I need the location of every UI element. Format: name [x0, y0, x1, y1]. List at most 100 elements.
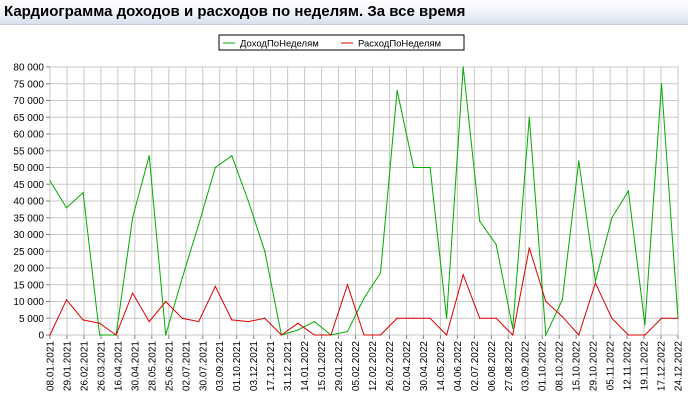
y-tick-label: 15 000 — [13, 280, 44, 291]
y-tick-label: 10 000 — [13, 297, 44, 308]
data-point-income — [313, 321, 316, 323]
x-tick-label: 31.12.2021 — [283, 341, 294, 391]
data-point-income — [611, 217, 613, 219]
x-tick-label: 26.03.2021 — [96, 341, 107, 391]
data-point-expense — [330, 334, 332, 336]
data-point-income — [346, 331, 349, 333]
data-point-income — [98, 334, 101, 336]
x-tick-label: 26.02.2021 — [79, 341, 90, 391]
axes: 0 5 000 10 000 15 000 20 000 25 000 30 000 35 0… — [13, 63, 684, 392]
x-tick-label: 02.07.2022 — [470, 341, 481, 391]
x-tick-label: 27.08.2022 — [504, 341, 515, 391]
x-tick-label: 05.11.2022 — [606, 341, 617, 391]
chart-title-bar: Кардиограмма доходов и расходов по недел… — [0, 0, 688, 25]
data-point-expense — [446, 334, 448, 336]
y-tick-label: 35 000 — [13, 213, 44, 224]
x-tick-label: 06.08.2022 — [487, 341, 498, 391]
x-tick-label: 04.06.2022 — [453, 341, 464, 391]
data-point-expense — [512, 334, 514, 336]
x-tick-label: 28.05.2021 — [147, 341, 158, 391]
data-point-expense — [429, 317, 431, 319]
data-point-income — [627, 190, 630, 192]
x-tick-label: 17.12.2021 — [266, 341, 277, 391]
x-tick-label: 08.10.2022 — [555, 341, 566, 391]
data-point-income — [396, 89, 398, 92]
data-point-expense — [495, 317, 497, 319]
y-tick-label: 50 000 — [13, 163, 44, 174]
y-tick-label: 70 000 — [13, 96, 44, 107]
x-tick-label: 30.07.2021 — [198, 341, 209, 391]
data-point-expense — [49, 334, 51, 336]
data-point-expense — [297, 322, 299, 324]
data-point-income — [198, 223, 200, 226]
x-tick-label: 30.04.2021 — [130, 341, 141, 391]
data-point-expense — [280, 334, 282, 336]
y-tick-label: 45 000 — [13, 180, 44, 191]
x-tick-label: 08.01.2021 — [46, 341, 57, 391]
data-point-expense — [115, 334, 117, 336]
data-point-expense — [165, 300, 167, 303]
x-tick-label: 29.01.2022 — [334, 341, 345, 391]
x-tick-label: 01.10.2022 — [538, 341, 549, 391]
x-tick-label: 24.12.2022 — [674, 341, 685, 391]
data-point-income — [49, 180, 51, 182]
y-tick-label: 40 000 — [13, 197, 44, 208]
data-point-expense — [65, 299, 68, 301]
chart-title: Кардиограмма доходов и расходов по недел… — [4, 3, 466, 20]
data-point-expense — [181, 317, 183, 319]
data-point-income — [446, 317, 448, 319]
data-point-income — [594, 280, 596, 282]
x-tick-label: 26.02.2022 — [385, 341, 396, 391]
data-point-income — [165, 334, 167, 336]
y-tick-label: 75 000 — [13, 79, 44, 90]
data-point-expense — [132, 292, 134, 294]
data-point-expense — [611, 317, 613, 319]
data-point-income — [247, 200, 249, 202]
data-point-income — [561, 299, 563, 301]
data-point-expense — [82, 319, 84, 321]
y-tick-label: 80 000 — [13, 63, 44, 74]
data-point-expense — [578, 334, 580, 336]
data-point-income — [644, 324, 646, 326]
data-point-income — [363, 297, 365, 299]
data-point-income — [148, 155, 150, 157]
data-point-income — [479, 220, 481, 222]
data-point-expense — [379, 334, 382, 336]
legend-label-expense: РасходПоНеделям — [358, 39, 441, 50]
x-tick-label: 19.11.2022 — [640, 341, 651, 391]
y-tick-label: 60 000 — [13, 130, 44, 141]
legend-label-income: ДоходПоНеделям — [240, 39, 319, 50]
data-point-income — [429, 166, 431, 169]
x-tick-label: 17.12.2022 — [657, 341, 668, 391]
data-point-expense — [214, 285, 216, 288]
data-point-income — [65, 207, 68, 209]
x-tick-label: 12.02.2022 — [368, 341, 379, 391]
data-point-income — [578, 160, 580, 162]
x-tick-label: 02.07.2021 — [181, 341, 192, 391]
data-point-expense — [247, 321, 249, 323]
data-point-income — [132, 217, 134, 219]
data-point-income — [528, 116, 530, 118]
data-point-expense — [594, 282, 596, 284]
data-point-income — [181, 277, 183, 279]
data-point-income — [545, 334, 547, 336]
x-tick-label: 16.04.2021 — [113, 341, 124, 391]
grid — [49, 66, 679, 336]
x-tick-label: 01.10.2021 — [232, 341, 243, 391]
legend: ДоходПоНеделям РасходПоНеделям — [218, 34, 465, 51]
data-point-expense — [462, 274, 464, 276]
data-point-income — [462, 66, 464, 68]
data-point-expense — [627, 334, 630, 336]
y-tick-label: 0 — [38, 331, 44, 342]
series-layer — [49, 66, 679, 337]
data-point-expense — [677, 317, 679, 319]
x-tick-label: 14.01.2022 — [300, 341, 311, 391]
data-point-expense — [528, 247, 530, 249]
x-tick-label: 12.11.2022 — [623, 341, 634, 391]
y-tick-label: 55 000 — [13, 146, 44, 157]
data-point-expense — [98, 322, 101, 324]
data-point-expense — [479, 317, 481, 319]
data-point-income — [379, 272, 382, 274]
data-point-expense — [561, 315, 563, 318]
